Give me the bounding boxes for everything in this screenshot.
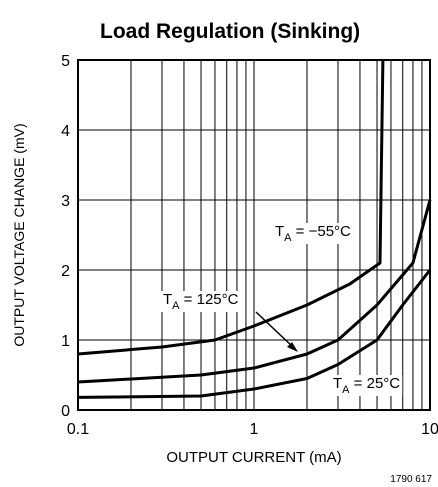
x-tick-label: 1 xyxy=(250,421,259,438)
y-tick-label: 1 xyxy=(61,333,70,350)
annotation-subscript: A xyxy=(172,300,180,312)
y-tick-label: 0 xyxy=(61,403,70,420)
annotation-part: T xyxy=(333,375,342,392)
y-tick-label: 4 xyxy=(61,123,70,140)
arrow-head xyxy=(287,342,298,352)
annotation-subscript: A xyxy=(342,384,350,396)
annotation: TA = 125°C xyxy=(163,291,239,312)
annotation-bg xyxy=(161,291,241,312)
annotation-bg xyxy=(331,375,403,396)
annotation-arrow xyxy=(255,311,295,349)
annotation-bg xyxy=(273,223,354,244)
y-tick-label: 5 xyxy=(61,53,70,70)
annotation-subscript: A xyxy=(284,232,292,244)
y-axis-label: OUTPUT VOLTAGE CHANGE (mV) xyxy=(11,123,27,346)
x-axis-label: OUTPUT CURRENT (mA) xyxy=(166,449,341,466)
chart-title: Load Regulation (Sinking) xyxy=(100,20,360,43)
annotation-part: T xyxy=(163,291,172,308)
annotation-part: = −55°C xyxy=(292,223,352,240)
line xyxy=(77,269,432,399)
y-tick-label: 2 xyxy=(61,263,70,280)
y-tick-label: 3 xyxy=(61,193,70,210)
annotation-part: = 125°C xyxy=(180,291,239,308)
x-tick-label: 0.1 xyxy=(67,421,89,438)
annotation: TA = 25°C xyxy=(333,375,400,396)
annotation-part: T xyxy=(275,223,284,240)
line xyxy=(77,59,385,356)
x-tick-label: 10 xyxy=(421,421,438,438)
plot-frame xyxy=(77,59,431,411)
annotation-part: = 25°C xyxy=(350,375,401,392)
annotation: TA = −55°C xyxy=(275,223,351,244)
line xyxy=(77,199,432,384)
footnote: 1790 617 xyxy=(390,474,432,485)
